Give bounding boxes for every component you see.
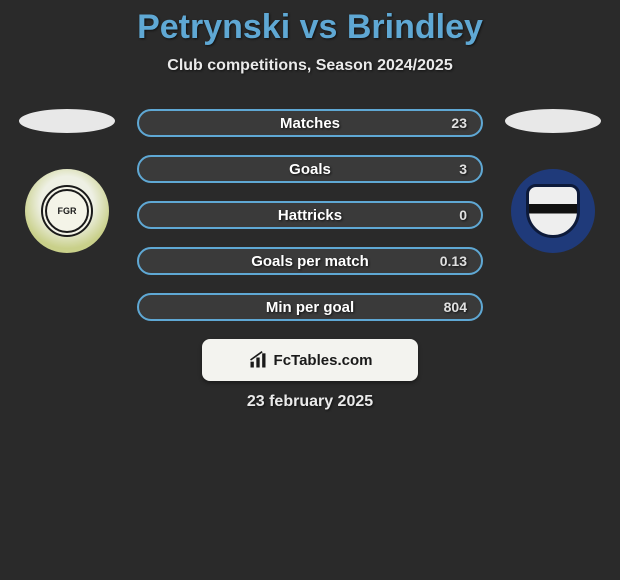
stats-bars: Matches 23 Goals 3 Hattricks 0 Goals per match…: [137, 105, 483, 321]
brand-text: FcTables.com: [274, 352, 373, 369]
stat-bar: Goals 3: [137, 155, 483, 183]
stat-value-right: 804: [439, 299, 467, 315]
stat-value-right: 0.13: [439, 253, 467, 269]
player-avatar-right: [501, 105, 605, 137]
stat-label: Hattricks: [278, 207, 342, 224]
bar-chart-icon: [248, 350, 268, 370]
stat-bar: Hattricks 0: [137, 201, 483, 229]
page-title: Petrynski vs Brindley: [0, 8, 620, 47]
club-crest-left: FGR: [23, 167, 111, 255]
crest-left-label: FGR: [41, 185, 93, 237]
stat-value-right: 0: [439, 207, 467, 223]
stat-bar: Matches 23: [137, 109, 483, 137]
stat-label: Min per goal: [266, 299, 354, 316]
left-side: FGR: [15, 105, 119, 255]
brand-card[interactable]: FcTables.com: [202, 339, 418, 381]
right-side: [501, 105, 605, 255]
stat-label: Goals: [289, 161, 331, 178]
subtitle: Club competitions, Season 2024/2025: [0, 57, 620, 75]
stat-label: Goals per match: [251, 253, 369, 270]
date-text: 23 february 2025: [0, 393, 620, 411]
stat-label: Matches: [280, 115, 340, 132]
stat-value-right: 3: [439, 161, 467, 177]
main-row: FGR Matches 23 Goals 3 Hattricks 0 Goals per m…: [0, 105, 620, 321]
infographic-root: Petrynski vs Brindley Club competitions,…: [0, 0, 620, 411]
club-crest-right: [509, 167, 597, 255]
player-avatar-left: [15, 105, 119, 137]
crest-right-shield: [526, 184, 580, 238]
stat-value-right: 23: [439, 115, 467, 131]
stat-bar: Min per goal 804: [137, 293, 483, 321]
stat-bar: Goals per match 0.13: [137, 247, 483, 275]
